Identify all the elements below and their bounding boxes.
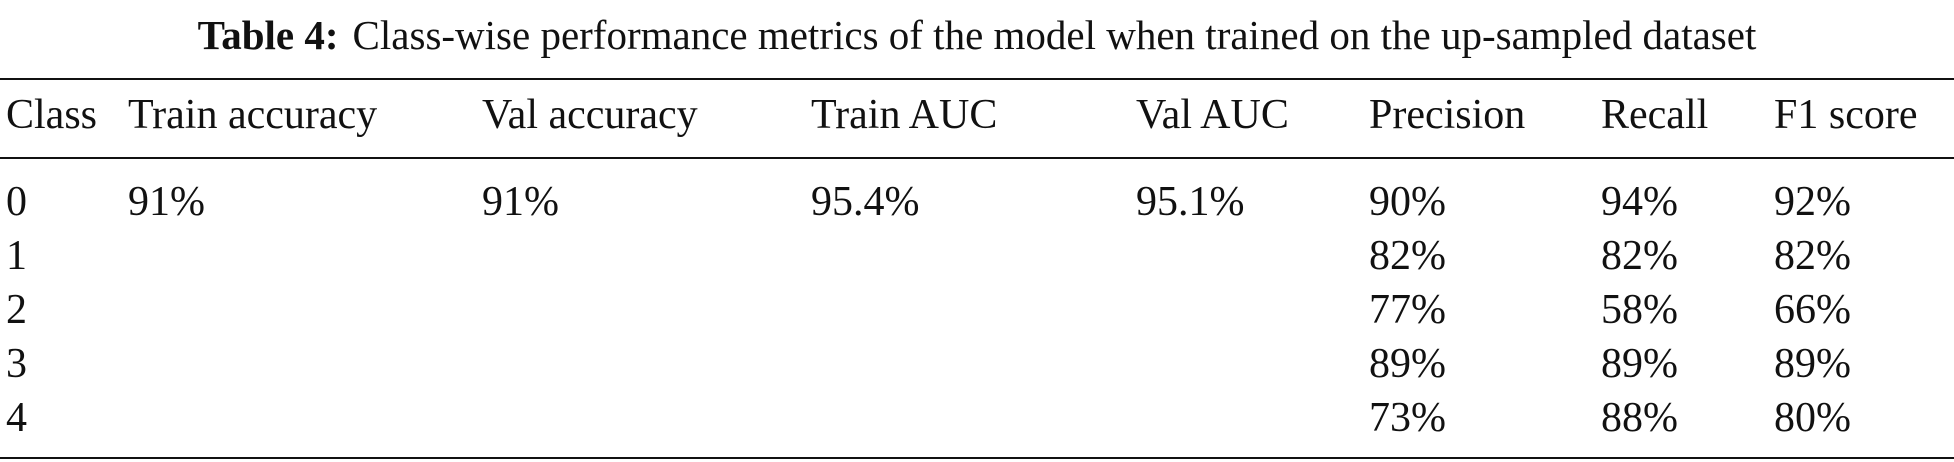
table-cell: 89%: [1774, 341, 1851, 387]
caption-label: Table 4:: [197, 12, 339, 58]
table-cell: 91%: [482, 179, 559, 225]
table-cell: 90%: [1369, 179, 1446, 225]
table-cell: 89%: [1369, 341, 1446, 387]
table-cell: 2: [6, 287, 27, 333]
table-cell: 77%: [1369, 287, 1446, 333]
table-cell: 3: [6, 341, 27, 387]
table-cell: 94%: [1601, 179, 1678, 225]
bottom-rule: [0, 457, 1954, 459]
column-header: Precision: [1369, 92, 1526, 138]
table-cell: 0: [6, 179, 27, 225]
table-cell: 88%: [1601, 395, 1678, 441]
table-caption: Table 4: Class-wise performance metrics o…: [0, 10, 1954, 60]
column-header: Train AUC: [811, 92, 998, 138]
table-cell: 91%: [128, 179, 205, 225]
table-cell: 89%: [1601, 341, 1678, 387]
table-cell: 73%: [1369, 395, 1446, 441]
table-cell: 66%: [1774, 287, 1851, 333]
table-cell: 95.4%: [811, 179, 920, 225]
column-header: Train accuracy: [128, 92, 378, 138]
top-rule: [0, 78, 1954, 80]
table-cell: 4: [6, 395, 27, 441]
column-header: Class: [6, 92, 98, 138]
column-header: Recall: [1601, 92, 1709, 138]
table-cell: 82%: [1369, 233, 1446, 279]
table-cell: 82%: [1601, 233, 1678, 279]
table-cell: 95.1%: [1136, 179, 1245, 225]
table-cell: 58%: [1601, 287, 1678, 333]
caption-title: Class-wise performance metrics of the mo…: [352, 12, 1757, 58]
column-header: Val AUC: [1136, 92, 1289, 138]
table-cell: 1: [6, 233, 27, 279]
table-cell: 80%: [1774, 395, 1851, 441]
column-header: Val accuracy: [482, 92, 698, 138]
table-cell: 92%: [1774, 179, 1851, 225]
header-rule: [0, 157, 1954, 159]
table-cell: 82%: [1774, 233, 1851, 279]
column-header: F1 score: [1774, 92, 1918, 138]
